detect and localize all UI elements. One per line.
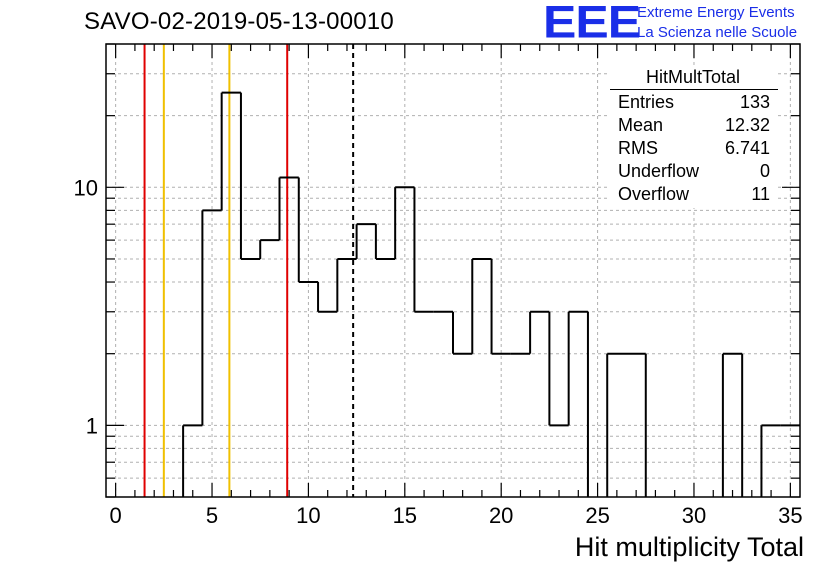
x-tick-label: 20	[489, 503, 513, 528]
stats-key: Entries	[618, 92, 675, 112]
stats-row-underflow: Underflow 0	[618, 161, 770, 183]
x-tick-label: 5	[206, 503, 218, 528]
run-title: SAVO-02-2019-05-13-00010	[84, 8, 394, 35]
stats-key: Overflow	[618, 184, 690, 204]
stats-box: HitMultTotal Entries 133 Mean 12.32 RMS …	[608, 67, 778, 208]
x-tick-label: 15	[393, 503, 417, 528]
stats-row-entries: Entries 133	[618, 92, 770, 114]
logo-tagline-2: La Scienza nelle Scuole	[637, 24, 798, 41]
stats-key: RMS	[618, 138, 658, 158]
stats-title-rule	[610, 89, 778, 90]
stats-value: 11	[751, 184, 770, 204]
logo-tagline-1: Extreme Energy Events	[637, 4, 795, 21]
x-tick-label: 10	[296, 503, 320, 528]
stats-title: HitMultTotal	[645, 67, 741, 87]
y-tick-label: 1	[86, 413, 98, 438]
x-tick-label: 35	[778, 503, 802, 528]
stats-value: 133	[739, 92, 770, 112]
stats-key: Underflow	[618, 161, 700, 181]
stats-key: Mean	[618, 115, 664, 135]
x-tick-label: 25	[585, 503, 609, 528]
stats-row-rms: RMS 6.741	[618, 138, 770, 160]
stats-value: 0	[759, 161, 770, 181]
x-tick-label: 30	[682, 503, 706, 528]
y-tick-label: 10	[74, 175, 98, 200]
plot-frame	[105, 43, 801, 498]
stats-value: 12.32	[724, 115, 770, 135]
stats-row-mean: Mean 12.32	[618, 115, 770, 137]
x-axis-title: Hit multiplicity Total	[574, 532, 804, 562]
stats-row-overflow: Overflow 11	[618, 184, 770, 206]
stats-value: 6.741	[724, 138, 770, 158]
eee-logo: EEE	[543, 0, 641, 48]
x-tick-label: 0	[110, 503, 122, 528]
